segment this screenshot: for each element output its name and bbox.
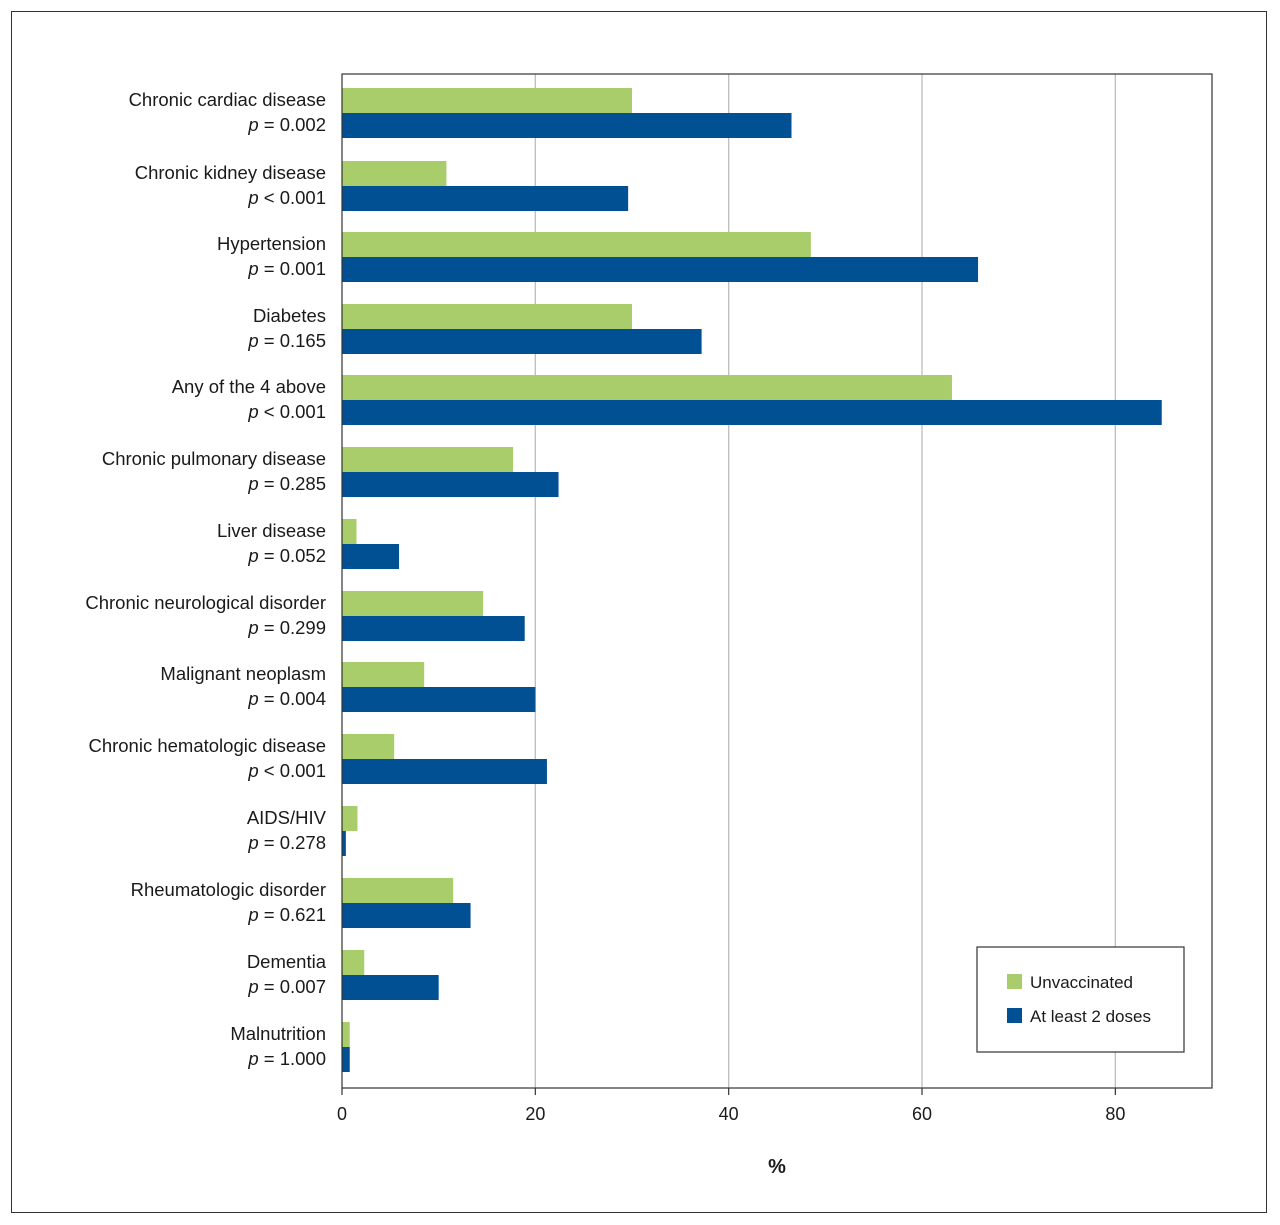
category-label-12: Dementia bbox=[247, 951, 327, 972]
category-label-7: Chronic neurological disorder bbox=[85, 592, 326, 613]
p-value-label-2: p = 0.001 bbox=[247, 258, 326, 279]
bar-unvaccinated-7 bbox=[342, 591, 484, 616]
p-value-label-13: p = 1.000 bbox=[247, 1048, 326, 1069]
bar-at-least-2-doses-13 bbox=[342, 1047, 350, 1072]
bar-at-least-2-doses-1 bbox=[342, 186, 629, 211]
bar-at-least-2-doses-8 bbox=[342, 687, 536, 712]
bar-at-least-2-doses-6 bbox=[342, 544, 400, 569]
bar-unvaccinated-1 bbox=[342, 161, 447, 186]
category-label-5: Chronic pulmonary disease bbox=[102, 448, 326, 469]
x-tick-label-20: 20 bbox=[525, 1104, 545, 1124]
legend-label-at-least-2-doses: At least 2 doses bbox=[1030, 1007, 1151, 1026]
category-label-2: Hypertension bbox=[217, 233, 326, 254]
category-label-11: Rheumatologic disorder bbox=[131, 879, 326, 900]
bar-at-least-2-doses-5 bbox=[342, 472, 559, 497]
bar-at-least-2-doses-11 bbox=[342, 903, 471, 928]
p-value-label-9: p < 0.001 bbox=[247, 760, 326, 781]
bar-at-least-2-doses-4 bbox=[342, 400, 1162, 425]
bar-unvaccinated-12 bbox=[342, 950, 365, 975]
p-value-label-6: p = 0.052 bbox=[247, 545, 326, 566]
legend-label-unvaccinated: Unvaccinated bbox=[1030, 973, 1133, 992]
p-value-label-5: p = 0.285 bbox=[247, 473, 326, 494]
bar-unvaccinated-2 bbox=[342, 232, 811, 257]
legend-swatch-unvaccinated bbox=[1007, 974, 1022, 989]
bar-unvaccinated-11 bbox=[342, 878, 454, 903]
x-tick-label-40: 40 bbox=[719, 1104, 739, 1124]
bar-unvaccinated-8 bbox=[342, 662, 425, 687]
category-label-13: Malnutrition bbox=[230, 1023, 326, 1044]
category-label-8: Malignant neoplasm bbox=[160, 663, 326, 684]
bar-unvaccinated-3 bbox=[342, 304, 632, 329]
category-label-10: AIDS/HIV bbox=[247, 807, 327, 828]
bar-unvaccinated-6 bbox=[342, 519, 357, 544]
plot-area-border bbox=[341, 73, 1213, 1089]
x-axis-ticks: 0 20 40 60 80 bbox=[337, 1088, 1125, 1124]
bar-unvaccinated-5 bbox=[342, 447, 514, 472]
bar-at-least-2-doses-12 bbox=[342, 975, 439, 1000]
category-label-9: Chronic hematologic disease bbox=[88, 735, 326, 756]
bar-unvaccinated-4 bbox=[342, 375, 952, 400]
p-value-label-4: p < 0.001 bbox=[247, 401, 326, 422]
bar-unvaccinated-0 bbox=[342, 88, 632, 113]
x-tick-label-0: 0 bbox=[337, 1104, 347, 1124]
bar-at-least-2-doses-10 bbox=[342, 831, 346, 856]
bar-unvaccinated-10 bbox=[342, 806, 358, 831]
figure-frame bbox=[11, 11, 1267, 1213]
x-tick-label-60: 60 bbox=[912, 1104, 932, 1124]
bar-at-least-2-doses-3 bbox=[342, 329, 702, 354]
p-value-label-1: p < 0.001 bbox=[247, 187, 326, 208]
category-label-0: Chronic cardiac disease bbox=[129, 89, 326, 110]
category-label-4: Any of the 4 above bbox=[172, 376, 326, 397]
gridlines bbox=[534, 74, 1116, 1088]
bar-unvaccinated-9 bbox=[342, 734, 395, 759]
p-value-label-12: p = 0.007 bbox=[247, 976, 326, 997]
p-value-label-11: p = 0.621 bbox=[247, 904, 326, 925]
bar-at-least-2-doses-9 bbox=[342, 759, 547, 784]
bars bbox=[342, 88, 1162, 1072]
legend-swatch-at-least-2-doses bbox=[1007, 1008, 1022, 1023]
x-axis-title: % bbox=[768, 1156, 786, 1178]
p-value-label-3: p = 0.165 bbox=[247, 330, 326, 351]
category-label-6: Liver disease bbox=[217, 520, 326, 541]
bar-unvaccinated-13 bbox=[342, 1022, 350, 1047]
p-value-label-7: p = 0.299 bbox=[247, 617, 326, 638]
p-value-label-0: p = 0.002 bbox=[247, 114, 326, 135]
bar-at-least-2-doses-7 bbox=[342, 616, 525, 641]
category-label-3: Diabetes bbox=[253, 305, 326, 326]
bar-at-least-2-doses-0 bbox=[342, 113, 792, 138]
legend: Unvaccinated At least 2 doses bbox=[976, 946, 1185, 1053]
p-value-label-8: p = 0.004 bbox=[247, 688, 326, 709]
bar-at-least-2-doses-2 bbox=[342, 257, 979, 282]
x-tick-label-80: 80 bbox=[1105, 1104, 1125, 1124]
p-value-label-10: p = 0.278 bbox=[247, 832, 326, 853]
legend-box bbox=[976, 946, 1185, 1053]
category-labels: Chronic cardiac disease p = 0.002 Chronic … bbox=[85, 89, 326, 1069]
category-label-1: Chronic kidney disease bbox=[135, 162, 326, 183]
